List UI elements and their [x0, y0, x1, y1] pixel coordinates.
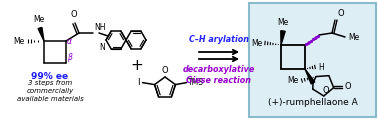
Text: Me: Me	[251, 39, 262, 48]
Text: O: O	[71, 10, 77, 19]
Text: +: +	[131, 57, 143, 72]
Text: α: α	[67, 36, 72, 45]
Text: Me: Me	[13, 36, 24, 45]
Text: decarboxylative
Giese reaction: decarboxylative Giese reaction	[183, 65, 255, 85]
Text: O: O	[337, 9, 344, 18]
Text: NH: NH	[94, 23, 105, 32]
Text: 3 steps from
commercially
available materials: 3 steps from commercially available mate…	[17, 80, 84, 102]
Polygon shape	[305, 69, 315, 84]
Text: H: H	[318, 63, 324, 72]
Text: TMS: TMS	[189, 78, 204, 87]
Text: Me: Me	[288, 76, 299, 85]
Text: I: I	[137, 78, 139, 87]
Polygon shape	[281, 31, 285, 45]
Text: C–H arylation: C–H arylation	[189, 35, 249, 44]
Text: O: O	[322, 86, 329, 95]
Text: Me: Me	[348, 33, 359, 42]
Text: 99% ee: 99% ee	[31, 72, 68, 81]
Bar	[249, 3, 376, 117]
Text: Me: Me	[277, 18, 289, 27]
Text: O: O	[345, 82, 351, 91]
Text: O: O	[162, 66, 168, 75]
Text: N: N	[99, 43, 105, 52]
Text: (+)-rumphellaone A: (+)-rumphellaone A	[268, 98, 358, 107]
Text: β: β	[67, 53, 72, 62]
Text: Me: Me	[33, 15, 45, 24]
Polygon shape	[38, 27, 44, 41]
